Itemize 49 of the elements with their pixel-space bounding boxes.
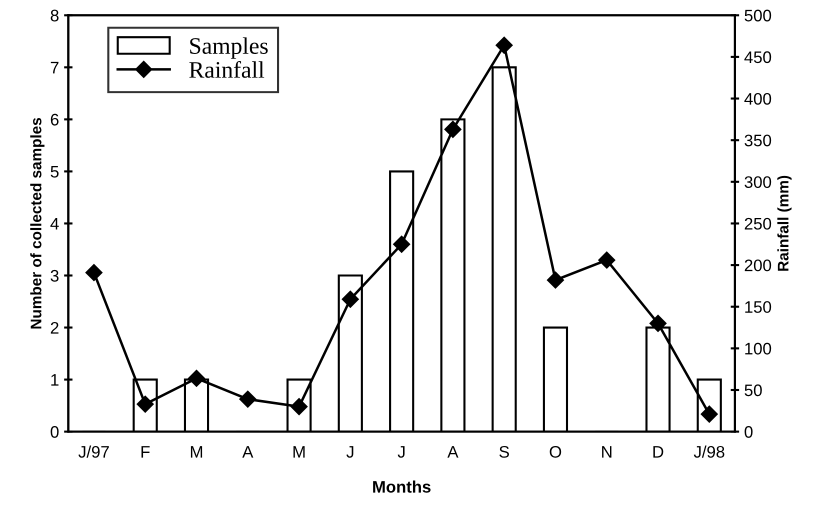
y2-tick-label: 450 [744, 51, 772, 64]
point [188, 370, 206, 387]
point [496, 36, 513, 54]
point [598, 252, 616, 269]
point [700, 406, 718, 423]
y2-tick-label: 500 [744, 10, 772, 22]
point [444, 120, 462, 138]
y-tick-label: 1 [51, 374, 58, 386]
x-tick-label: J/97 [78, 446, 109, 458]
y2-tick-label: 150 [745, 301, 772, 313]
y2-tick-label: 250 [744, 218, 772, 230]
x-tick-label: M [190, 446, 202, 458]
x-tick-label: S [499, 446, 509, 458]
x-tick-label: D [653, 446, 664, 458]
y-tick-label: 4 [50, 218, 59, 230]
point [85, 264, 102, 282]
x-tick-label: J [346, 446, 354, 458]
point [393, 236, 410, 253]
y-tick-label: 3 [50, 270, 59, 282]
x-tick-label: J/98 [694, 446, 724, 458]
y2-tick-label: 300 [744, 176, 772, 188]
y2-tick-label: 100 [745, 342, 772, 355]
x-tick-label: O [550, 446, 562, 458]
y2-tick-label: 0 [744, 426, 753, 438]
y-tick-label: 6 [50, 114, 59, 126]
x-axis-title: Months [373, 480, 431, 493]
y2-tick-label: 350 [744, 134, 772, 146]
legend-label: Rainfall [189, 61, 264, 78]
y2-tick-label: 400 [744, 92, 772, 105]
x-tick-label: F [142, 446, 150, 458]
y-tick-label: 2 [50, 322, 58, 334]
x-tick-label: M [293, 446, 305, 458]
x-tick-label: A [242, 446, 254, 458]
y2-tick-label: 200 [744, 259, 772, 272]
x-tick-label: N [602, 446, 612, 458]
x-tick-label: A [447, 446, 458, 458]
y2-tick-label: 50 [744, 384, 762, 396]
legend-label: Samples [190, 37, 268, 59]
point [546, 272, 564, 289]
point [649, 314, 667, 332]
point [342, 290, 359, 308]
y2-axis-title: Rainfall (mm) [777, 176, 792, 271]
x-tick-label: J [398, 446, 405, 458]
point [239, 390, 256, 408]
y-tick-label: 7 [50, 62, 58, 74]
y-tick-label: 8 [50, 10, 59, 22]
y-tick-label: 5 [50, 166, 59, 178]
y-tick-label: 0 [50, 426, 59, 438]
y-axis-title: Number of collected samples [30, 118, 44, 329]
